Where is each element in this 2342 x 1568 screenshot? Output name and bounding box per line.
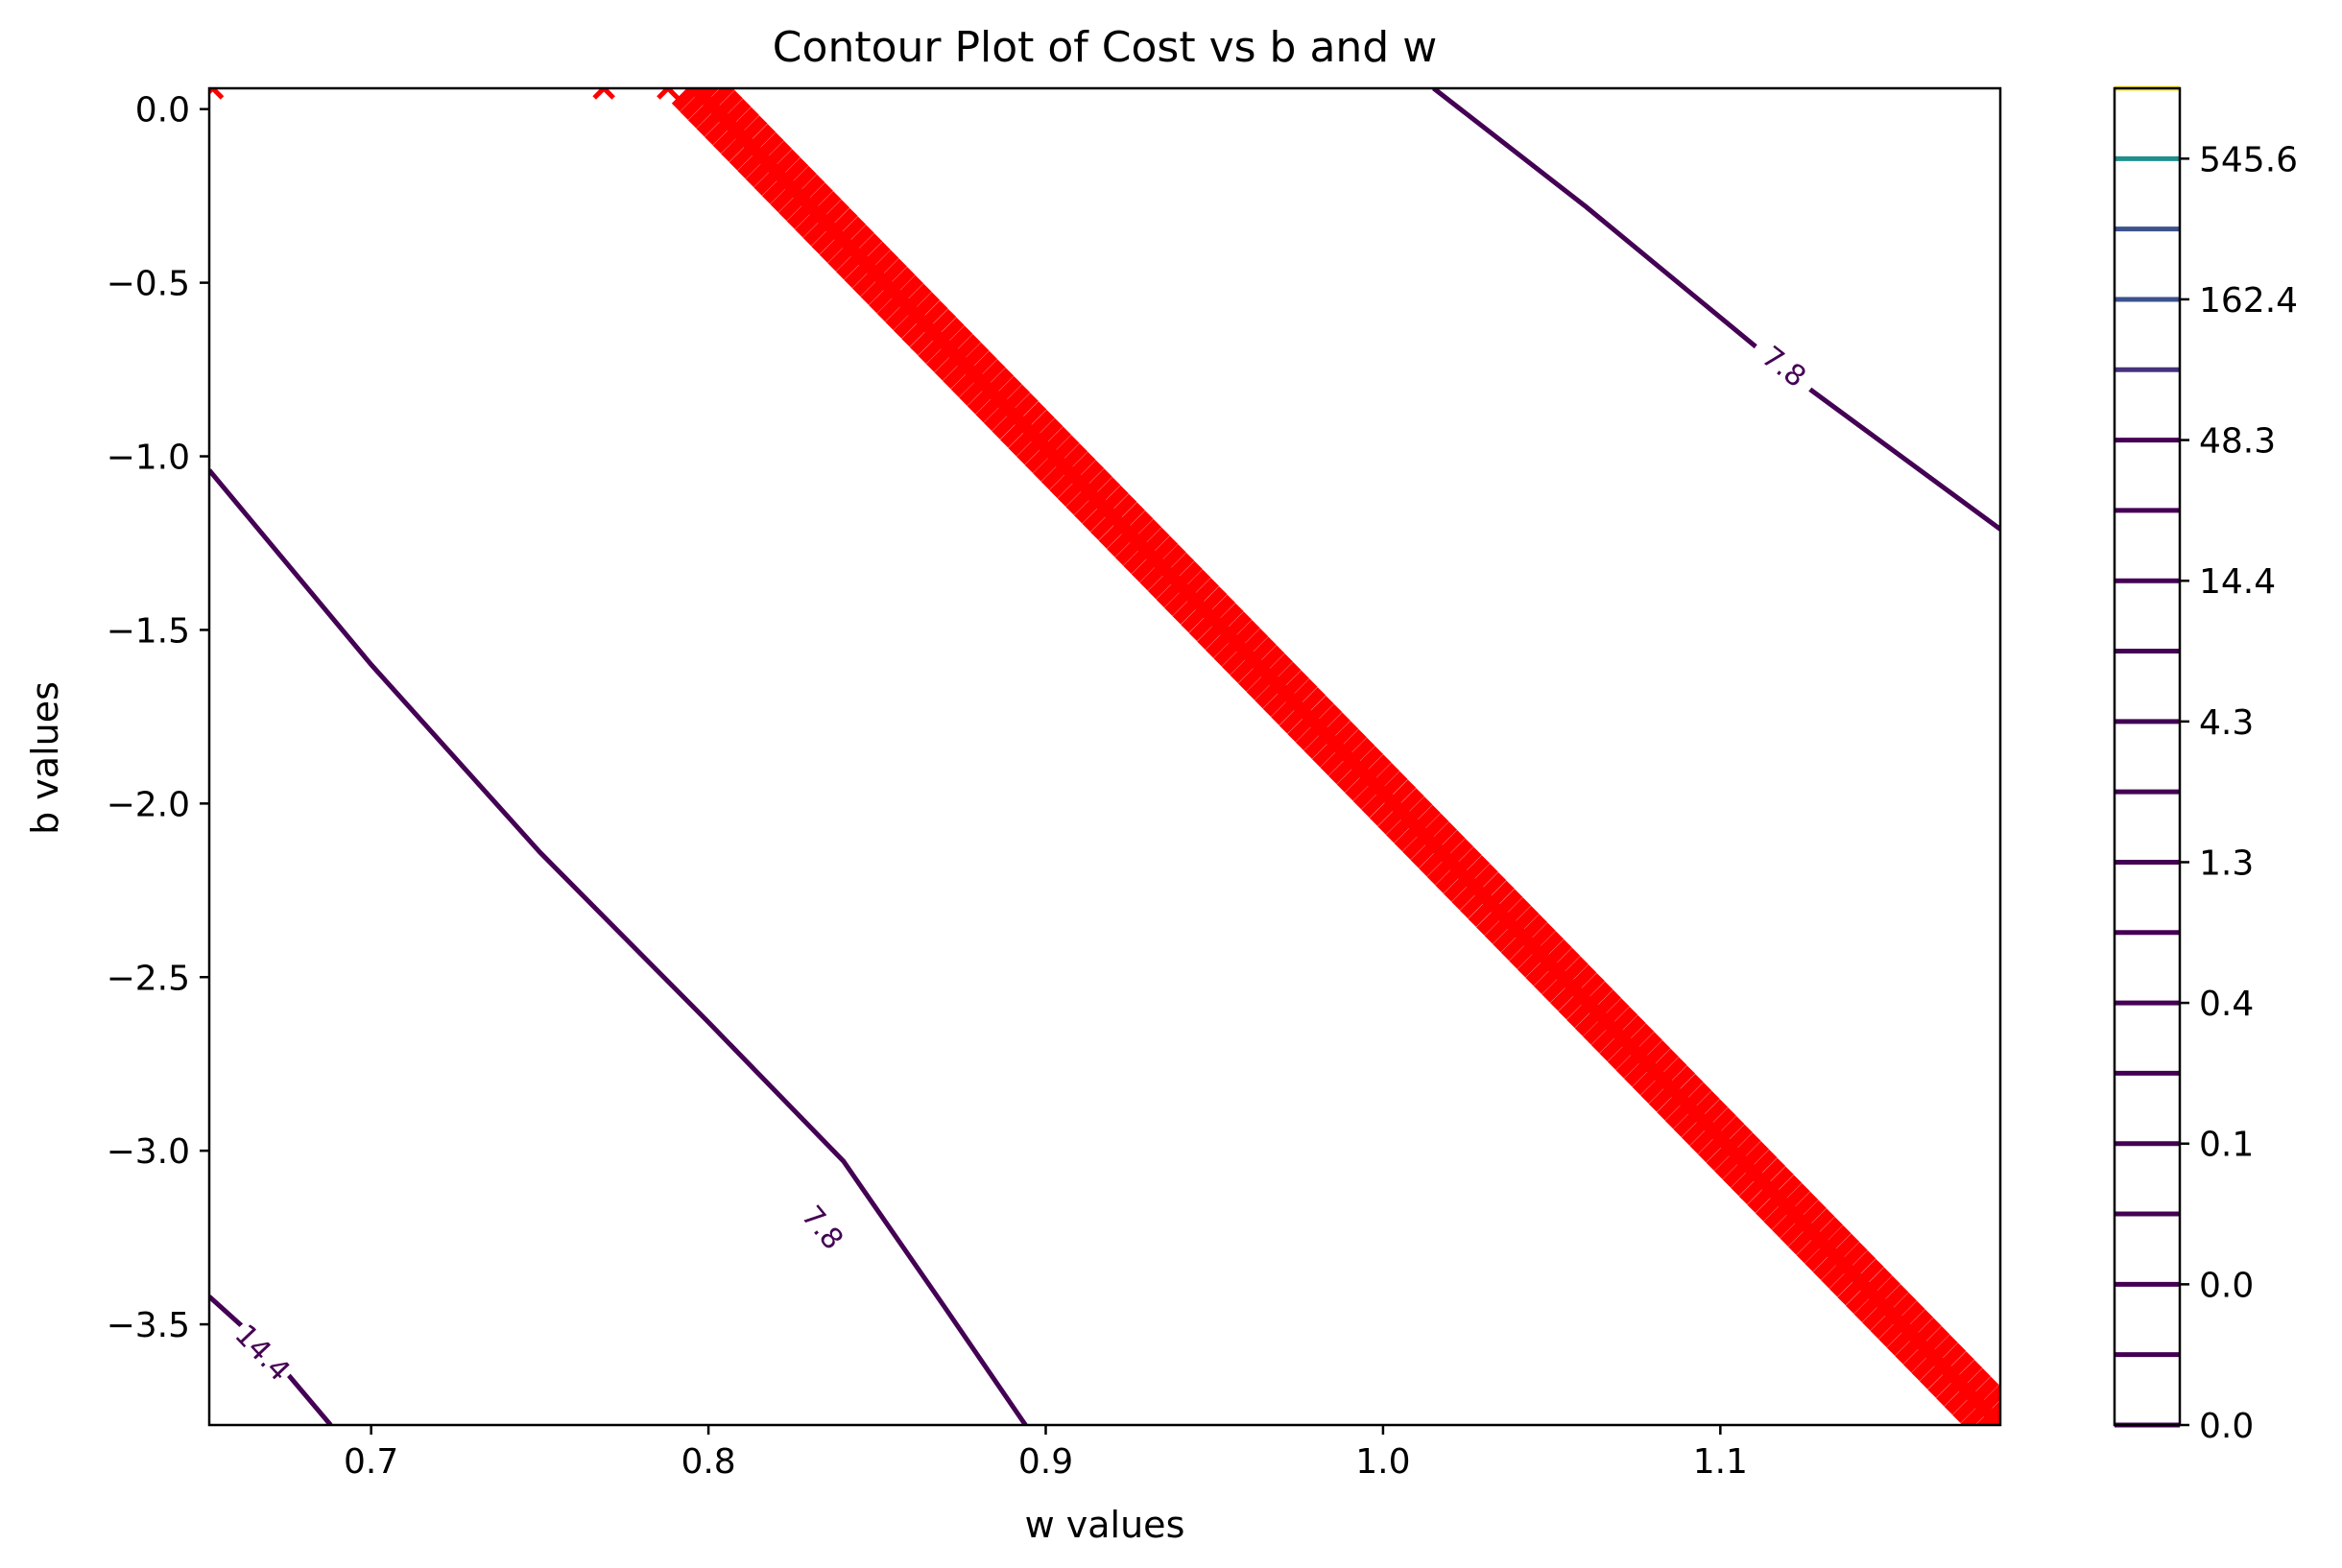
colorbar-tick-label: 14.4 bbox=[2199, 562, 2276, 602]
contour-line-1 bbox=[1432, 88, 2000, 532]
y-tick-label: −0.5 bbox=[107, 265, 190, 304]
contour-label-gap bbox=[787, 1189, 859, 1265]
colorbar-tick-label: 0.0 bbox=[2199, 1266, 2254, 1305]
colorbar: 0.0 0.0 0.1 0.4 1.3 4.3 14.4 48.3 162.4 545.6 bbox=[2113, 85, 2298, 1446]
y-tick-label: 0.0 bbox=[135, 91, 190, 131]
y-tick-label: −2.5 bbox=[107, 959, 190, 998]
x-tick-label: 1.1 bbox=[1693, 1442, 1748, 1482]
colorbar-tick-label: 48.3 bbox=[2199, 422, 2276, 462]
path-marker bbox=[209, 88, 225, 100]
colorbar-tick-label: 4.3 bbox=[2199, 703, 2254, 743]
x-tick-label: 0.8 bbox=[681, 1442, 735, 1482]
colorbar-tick-label: 162.4 bbox=[2199, 281, 2298, 321]
x-tick-label: 0.9 bbox=[1018, 1442, 1073, 1482]
plot-area: 7.87.814.4 bbox=[209, 88, 2000, 1425]
y-tick-label: −3.0 bbox=[107, 1132, 190, 1172]
colorbar-tick-label: 0.4 bbox=[2199, 985, 2254, 1024]
y-tick-label: −1.5 bbox=[107, 611, 190, 651]
contour-label-gap bbox=[1746, 331, 1823, 401]
colorbar-tick-label: 545.6 bbox=[2199, 140, 2298, 179]
colorbar-frame bbox=[2113, 86, 2182, 1427]
path-marker bbox=[1976, 1401, 2000, 1425]
chart-title: Contour Plot of Cost vs b and w bbox=[773, 23, 1437, 72]
contour-label-gap bbox=[227, 1315, 300, 1390]
y-tick-label: −3.5 bbox=[107, 1306, 190, 1345]
plot-frame bbox=[207, 86, 2002, 1427]
x-axis-label: w values bbox=[1025, 1504, 1185, 1546]
contour-line-2 bbox=[209, 468, 1028, 1425]
colorbar-background bbox=[2115, 88, 2180, 1425]
x-tick-label: 0.7 bbox=[344, 1442, 398, 1482]
axes: 0.7 0.8 0.9 1.0 1.1 0.0 −0.5 −1.0 −1.5 −2.0 −2.5 −3… bbox=[107, 86, 2002, 1482]
y-axis-label: b values bbox=[24, 681, 66, 835]
y-tick-label: −1.0 bbox=[107, 439, 190, 478]
path-marker bbox=[592, 88, 615, 100]
colorbar-tick-label: 0.0 bbox=[2199, 1407, 2254, 1446]
x-tick-label: 1.0 bbox=[1355, 1442, 1410, 1482]
y-tick-label: −2.0 bbox=[107, 785, 190, 824]
colorbar-tick-label: 0.1 bbox=[2199, 1126, 2254, 1165]
colorbar-tick-label: 1.3 bbox=[2199, 843, 2254, 883]
path-marker bbox=[657, 88, 680, 100]
